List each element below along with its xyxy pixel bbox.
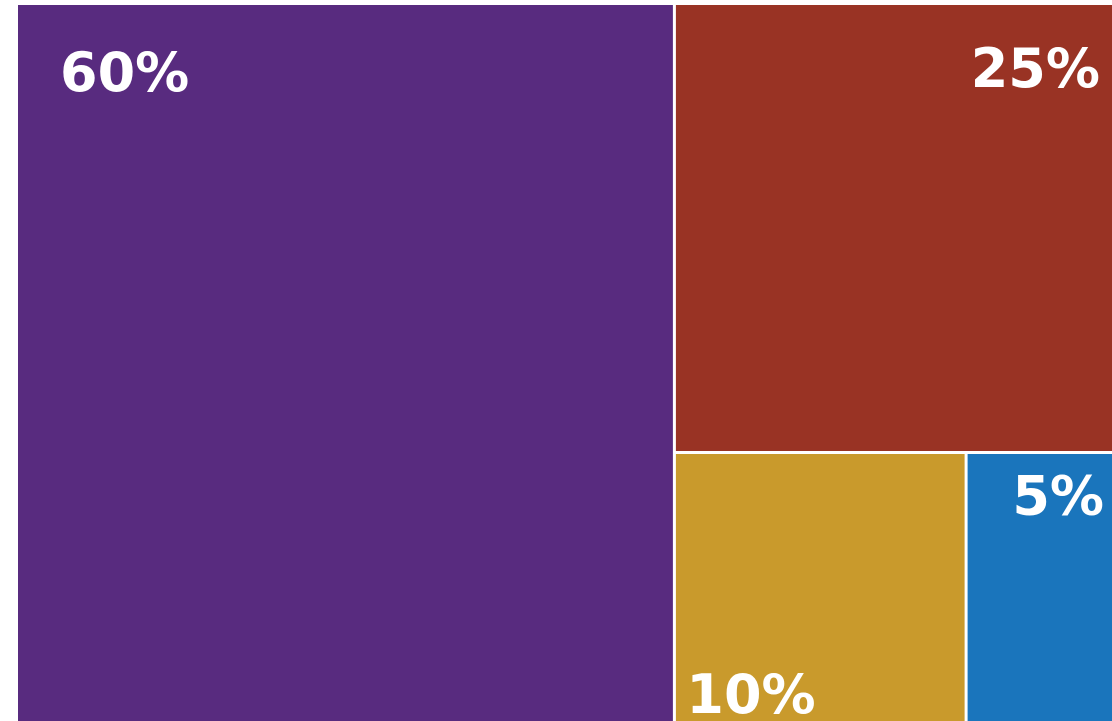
tile-label-25: 25% [971, 37, 1100, 100]
tile-label-60: 60% [60, 41, 189, 104]
tile-label-10: 10% [686, 663, 815, 721]
tile-label-5: 5% [1012, 465, 1104, 528]
tile-60-percent [18, 5, 673, 721]
tile-5-percent [967, 454, 1112, 721]
tile-25-percent [675, 5, 1112, 451]
tile-10-percent [675, 454, 965, 721]
